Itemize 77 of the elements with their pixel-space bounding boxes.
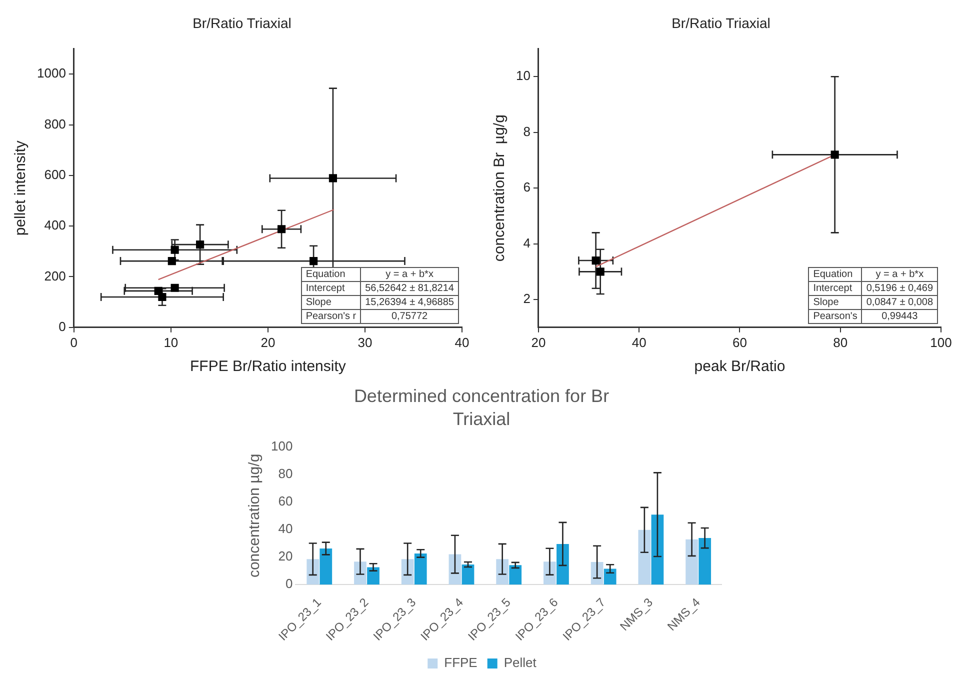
annotation: 56,52642 ± 81,8214	[360, 282, 458, 296]
annotation: 0,5196 ± 0,469	[862, 282, 938, 296]
point	[158, 292, 166, 302]
x-tick-label: 20	[260, 334, 276, 350]
point	[278, 225, 286, 234]
bar	[603, 568, 616, 585]
bar	[650, 514, 664, 585]
x-tick-label: 30	[358, 334, 372, 350]
x-tick-label: 0	[70, 334, 78, 350]
point	[596, 268, 604, 276]
point	[170, 246, 179, 254]
y-tick-label: 0	[58, 318, 66, 334]
bar	[556, 544, 568, 585]
y-tick-label: 100	[270, 438, 292, 454]
point	[168, 257, 176, 266]
x-tick-label: 40	[632, 334, 646, 350]
annotation: y = a + b*x	[360, 268, 458, 282]
point	[830, 150, 839, 159]
y-axis-title: concentration µg/g	[246, 454, 263, 578]
annotation: 0,75772	[360, 310, 458, 324]
y-tick-label: 60	[278, 494, 292, 508]
x-tick-label: 80	[833, 334, 848, 350]
annotation: Equation	[301, 268, 361, 282]
x-tick-label: 60	[732, 334, 747, 350]
y-tick-label: 40	[278, 521, 292, 536]
y-tick-label: 0	[284, 576, 292, 592]
annotation: Intercept	[301, 282, 361, 296]
chart-title: Br/Ratio Triaxial	[192, 14, 292, 32]
point	[196, 240, 204, 249]
legend-label: FFPE	[444, 655, 478, 670]
annotation: Equation	[808, 268, 862, 282]
y-tick-label: 6	[523, 180, 530, 195]
bar	[400, 559, 414, 585]
y-tick-label: 80	[278, 466, 292, 481]
x-tick-label: 40	[454, 334, 470, 350]
y-tick-label: 8	[523, 124, 530, 139]
bar	[698, 538, 711, 585]
y-tick-label: 200	[44, 268, 66, 284]
x-axis-title: FFPE Br/Ratio intensity	[190, 358, 346, 376]
bar	[638, 530, 650, 585]
point	[328, 174, 337, 182]
y-axis-title: pellet intensity	[12, 140, 30, 236]
x-tick-label: 10	[164, 334, 178, 350]
y-tick-label: 2	[523, 291, 530, 306]
annotation: Slope	[301, 296, 361, 310]
annotation: Pearson's r	[301, 310, 361, 324]
bar	[685, 539, 698, 585]
x-tick-label: 100	[930, 334, 952, 350]
annotation: Slope	[808, 296, 862, 310]
chart-title: Br/Ratio Triaxial	[672, 14, 770, 32]
y-tick-label: 600	[44, 167, 66, 182]
bar	[354, 562, 366, 585]
bar	[461, 564, 474, 585]
annotation: 0,0847 ± 0,008	[862, 296, 938, 310]
y-tick-label: 1000	[37, 66, 66, 81]
point	[592, 256, 600, 265]
x-axis-title: peak Br/Ratio	[694, 358, 786, 376]
y-tick-label: 800	[44, 116, 66, 132]
y-axis-title: concentration Br µg/g	[491, 114, 508, 262]
y-tick-label: 20	[278, 548, 292, 564]
annotation: y = a + b*x	[862, 268, 938, 282]
annotation: 15,26394 ± 4,96885	[360, 296, 458, 310]
chart-title: Determined concentration for Br Triaxial	[352, 384, 610, 431]
y-tick-label: 10	[516, 68, 530, 84]
y-tick-label: 4	[523, 235, 530, 250]
point	[310, 257, 318, 266]
bar	[543, 562, 556, 585]
bar	[366, 567, 379, 585]
y-tick-label: 400	[44, 218, 66, 233]
bar	[508, 565, 522, 585]
annotation: Pearson's	[808, 310, 862, 324]
legend-label: Pellet	[503, 655, 536, 670]
annotation: Intercept	[808, 282, 862, 296]
point	[170, 284, 179, 292]
annotation: 0,99443	[862, 310, 938, 324]
bar	[414, 553, 426, 585]
bar	[319, 548, 332, 585]
